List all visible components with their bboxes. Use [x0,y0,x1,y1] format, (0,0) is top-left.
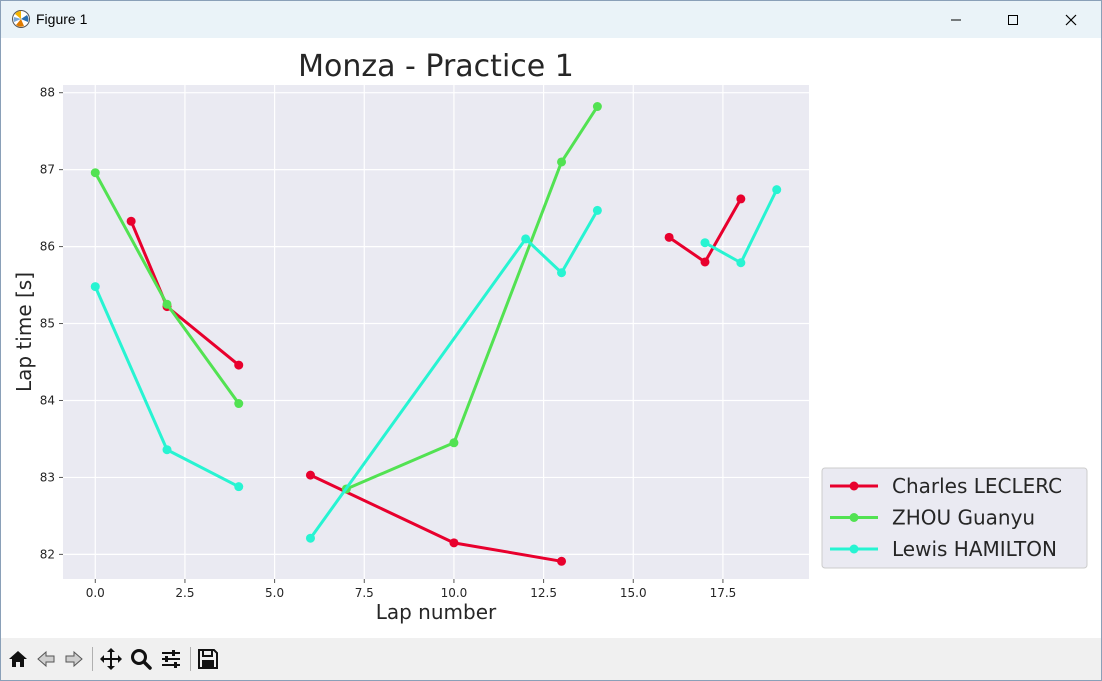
legend-label: ZHOU Guanyu [892,506,1035,530]
data-point-lewis-hamilton [700,238,710,248]
data-point-lewis-hamilton [736,258,746,268]
data-point-lewis-hamilton [234,482,244,492]
forward-arrow-icon [65,650,83,668]
zoom-button[interactable] [128,646,154,672]
x-tick-label: 7.5 [355,586,374,600]
matplotlib-logo-icon [12,10,30,28]
pan-icon [100,648,122,670]
back-arrow-icon [37,650,55,668]
legend-marker [849,513,859,522]
legend-marker [849,544,859,554]
y-tick-label: 86 [40,240,55,254]
x-tick-label: 10.0 [441,586,468,600]
data-point-lewis-hamilton [305,533,315,543]
data-point-lewis-hamilton [162,445,172,455]
data-point-lewis-hamilton [772,185,782,195]
legend-box [821,467,1088,569]
series-line-zhou-guanyu [345,105,599,491]
minimize-icon [951,19,961,20]
data-point-charles-leclerc [736,194,746,204]
x-tick-label: 12.5 [530,586,557,600]
window-title: Figure 1 [36,11,88,27]
legend-label: Lewis HAMILTON [892,537,1057,561]
close-icon [1065,14,1077,25]
y-tick-label: 82 [40,547,55,561]
save-button[interactable] [195,646,221,672]
minimize-button[interactable] [927,1,985,38]
x-tick-label: 15.0 [620,586,647,600]
data-point-charles-leclerc [557,556,567,566]
x-tick-label: 17.5 [710,586,737,600]
data-point-zhou-guanyu [234,399,244,409]
data-point-zhou-guanyu [162,299,172,309]
y-tick-label: 85 [40,317,55,331]
configure-subplots-button[interactable] [158,646,184,672]
home-button[interactable] [5,646,31,672]
data-point-lewis-hamilton [557,268,567,278]
legend: Charles LECLERC ZHOU Guanyu Lewis HAMILTON [821,467,1088,569]
data-point-zhou-guanyu [449,438,459,448]
data-point-lewis-hamilton [521,234,531,244]
toolbar-separator [92,647,93,671]
x-axis-label: Lap number [376,600,497,624]
grid [63,85,809,579]
x-tick-label: 2.5 [175,586,194,600]
title-bar[interactable]: Figure 1 [1,1,1101,38]
pan-button[interactable] [98,646,124,672]
data-point-zhou-guanyu [90,168,100,178]
home-icon [9,651,27,667]
x-tick-label: 5.0 [265,586,284,600]
data-point-lewis-hamilton [90,282,100,292]
series-line-lewis-hamilton [309,209,599,540]
chart-title: Monza - Practice 1 [298,49,574,84]
legend-label: Charles LECLERC [892,474,1062,498]
configure-subplots-icon [162,650,180,668]
y-tick-label: 88 [40,86,55,100]
data-point-zhou-guanyu [557,157,567,167]
x-tick-label: 0.0 [86,586,105,600]
data-point-charles-leclerc [234,360,244,370]
maximize-button[interactable] [984,1,1042,38]
data-point-charles-leclerc [664,232,674,242]
axes: 0.0 2.5 5.0 7.5 10.0 12.5 15.0 17.5 82 83 84 85 86 87… [40,86,737,600]
series-lines [90,102,782,566]
legend-marker [849,481,859,491]
forward-button[interactable] [61,646,87,672]
chart: 0.0 2.5 5.0 7.5 10.0 12.5 15.0 17.5 82 83 84 85 86 87… [12,49,1088,624]
y-tick-label: 84 [40,393,55,407]
y-tick-label: 87 [40,163,55,177]
plot-area [63,85,809,579]
save-icon [198,649,218,669]
zoom-icon [131,649,152,670]
back-button[interactable] [33,646,59,672]
data-point-charles-leclerc [700,257,710,267]
close-button[interactable] [1042,1,1100,38]
y-axis-label: Lap time [s] [12,272,36,392]
data-point-lewis-hamilton [592,205,602,215]
y-tick-label: 83 [40,470,55,484]
data-point-charles-leclerc [305,470,315,480]
maximize-icon [1008,14,1018,25]
data-point-charles-leclerc [449,538,459,548]
toolbar-separator [190,647,191,671]
data-point-charles-leclerc [126,216,136,226]
data-point-zhou-guanyu [592,102,602,112]
figure-canvas[interactable]: 0.0 2.5 5.0 7.5 10.0 12.5 15.0 17.5 82 83 84 85 86 87… [1,38,1101,638]
navigation-toolbar [1,638,1101,680]
